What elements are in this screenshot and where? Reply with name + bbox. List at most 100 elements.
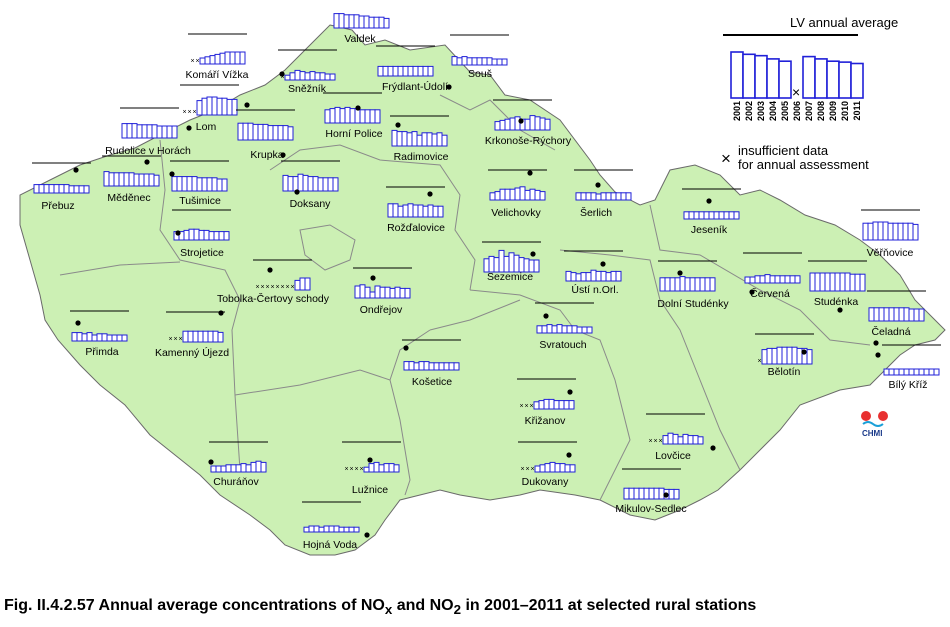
bar-2009 [558,400,565,410]
station-churanov[interactable]: Churáňov [208,441,268,488]
station-dot [280,152,286,158]
station-rozdalovice[interactable]: Rožďalovice [386,186,445,234]
bar-2007 [201,177,208,192]
station-dot [837,307,843,313]
station-radimovice[interactable]: Radimovice [390,115,449,163]
bar-2010 [166,125,173,139]
bar-2002 [382,65,389,77]
bar-2010 [704,277,711,292]
station-belotin[interactable]: × Bělotín [755,333,814,378]
station-dolni-studenky[interactable]: Dolní Studénky [657,260,729,310]
bar-2005 [882,221,889,241]
station-medenec[interactable]: Měděnec [102,155,161,204]
station-tusimice[interactable]: Tušimice [169,160,229,207]
legend-year-label: 2001 [732,101,742,121]
legend-bar-2001 [730,51,744,99]
insufficient-data-mark: × [654,438,658,445]
station-serlich[interactable]: Šerlich [574,169,633,219]
bar-2009 [143,173,150,187]
station-dot [244,102,250,108]
station-horni-police[interactable]: Horní Police [323,92,383,140]
station-krizanov[interactable]: × × ×Křižanov [517,378,576,427]
station-rudolice-v-horach[interactable]: Rudolice v Horách [105,107,192,157]
insufficient-data-mark: × [183,109,187,116]
bar-2004 [348,14,355,29]
station-label: Čeladná [871,325,910,338]
bar-2007 [689,277,696,292]
station-label: Doksany [290,198,332,210]
station-strojetice[interactable]: Strojetice [172,209,231,259]
bar-2003 [289,72,296,81]
station-sezemice[interactable]: Sezemice [482,241,541,283]
station-usti-n-orl[interactable]: Ústí n.Orl. [564,250,623,296]
bar-2009 [229,51,236,65]
bar-2003 [693,211,700,220]
station-doksany[interactable]: Doksany [281,160,340,210]
station-hojna-voda[interactable]: Hojná Voda [302,501,370,551]
bar-2009 [111,334,118,342]
station-mikulov-sedlec[interactable]: Mikulov-Sedlec [615,468,687,515]
station-sneznik[interactable]: ×Sněžník [278,49,337,95]
station-frydlant-udoli[interactable]: Frýdlant-Údolí [376,45,452,93]
bar-2006 [834,272,841,292]
station-primda[interactable]: Přimda [70,310,129,358]
bar-2006 [358,15,365,29]
station-valdek[interactable]: Valdek [332,0,391,45]
bar-2008 [202,330,209,343]
bar-2004 [297,173,304,192]
bar-2004 [318,526,325,533]
legend-bar-2011 [850,62,864,99]
bar-2009 [73,185,80,194]
station-label: Strojetice [180,247,224,259]
station-luznice[interactable]: × × × ×Lužnice [342,441,401,496]
station-svratouch[interactable]: Svratouch [535,302,594,351]
figure-caption: Fig. II.4.2.57 Annual average concentrat… [4,597,757,618]
station-studenka[interactable]: Studénka [808,260,867,313]
bar-2004 [196,100,203,116]
bar-2003 [334,106,341,124]
bar-2010 [216,178,223,192]
bar-2010 [728,211,735,220]
bar-2011 [221,178,228,192]
station-ondrejov[interactable]: Ondřejov [353,267,412,316]
bar-2004 [136,124,143,139]
station-prebuz[interactable]: Přebuz [32,162,91,212]
station-kamenny-ujezd[interactable]: × × ×Kamenný Újezd [155,310,229,359]
bar-2007 [219,52,226,65]
station-vernovice[interactable]: Věřňovice [861,209,920,259]
bar-2009 [417,65,424,77]
station-krkonose-rychory[interactable]: Krkonoše-Rýchory [485,99,572,147]
bar-2009 [923,368,930,376]
bar-2008 [903,307,910,322]
station-lovcice[interactable]: × × ×Lovčice [646,413,716,462]
station-kosetice[interactable]: Košetice [402,339,461,388]
station-cervena[interactable]: Červená [743,252,802,300]
insufficient-data-mark: × [276,284,280,291]
bar-2011 [374,109,381,124]
station-krupka[interactable]: Krupka [236,109,295,161]
bar-2009 [902,222,909,241]
station-jesenik[interactable]: Jeseník [682,188,741,236]
bar-2010 [854,273,861,292]
station-sous[interactable]: Souš [450,34,509,80]
station-bily-kriz[interactable]: Bílý Kříž [875,344,941,391]
bar-2004 [402,204,409,218]
bar-2006 [96,333,103,342]
insufficient-data-mark: × [758,358,762,365]
station-komari-vizka[interactable]: × × Komáří Vížka [185,33,249,81]
bar-2008 [156,125,163,139]
station-dukovany[interactable]: × × ×Dukovany [518,441,577,488]
bar-2011 [332,177,339,192]
bar-2006 [476,57,483,66]
bar-2010 [116,334,123,342]
bar-2003 [585,192,592,201]
legend-year-label: 2007 [804,101,814,121]
station-tobolka-certovy-schody[interactable]: × × × × × × × ×Tobolka-Čertovy schody [217,259,330,305]
station-lom[interactable]: × × ×Lom [180,84,250,133]
station-celadna[interactable]: Čeladná [867,290,926,346]
bar-2001 [659,277,666,292]
station-velichovky[interactable]: Velichovky [488,169,547,219]
bar-2005 [585,272,592,282]
bar-2005 [829,272,836,292]
station-label: Červená [750,287,790,300]
